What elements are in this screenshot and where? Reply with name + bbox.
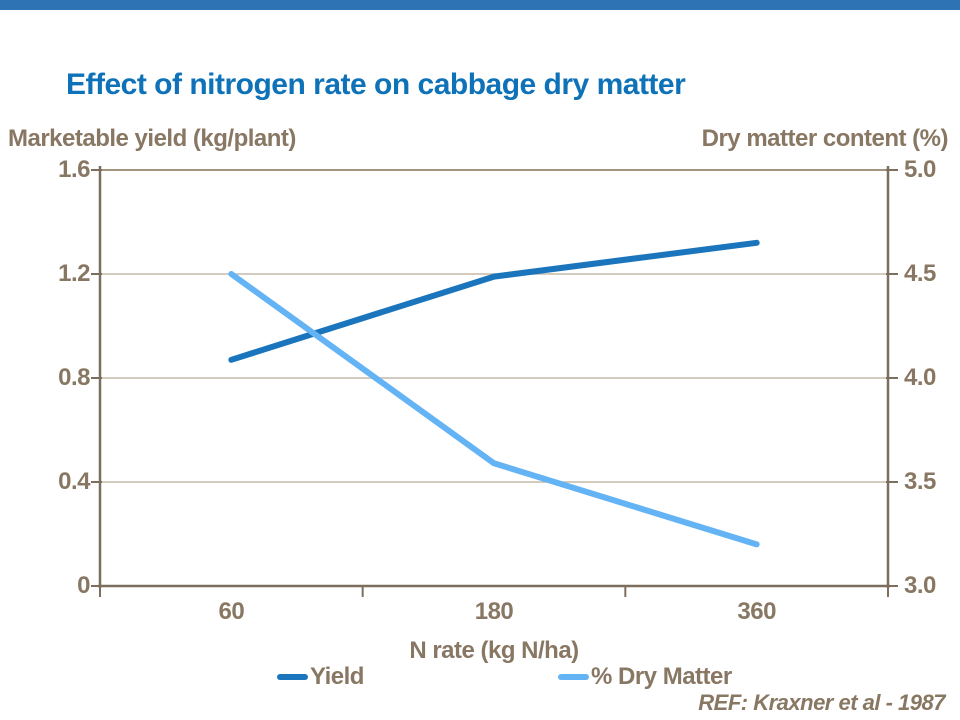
right-tick-label: 4.5 bbox=[904, 260, 936, 287]
left-axis-title: Marketable yield (kg/plant) bbox=[8, 125, 296, 152]
right-tick-label: 4.0 bbox=[904, 364, 936, 391]
legend-line-marker bbox=[277, 674, 308, 680]
right-tick-label: 3.5 bbox=[904, 468, 936, 495]
legend-label: % Dry Matter bbox=[591, 663, 732, 690]
left-tick-label: 0 bbox=[77, 572, 90, 599]
right-tick-label: 3.0 bbox=[904, 572, 936, 599]
top-accent-bar bbox=[0, 0, 960, 10]
right-axis-title: Dry matter content (%) bbox=[701, 125, 949, 152]
legend-line-marker bbox=[558, 674, 589, 680]
x-category-label: 360 bbox=[737, 598, 776, 625]
reference-citation: REF: Kraxner et al - 1987 bbox=[698, 690, 945, 715]
x-category-label: 60 bbox=[218, 598, 245, 625]
left-tick-label: 1.2 bbox=[58, 260, 90, 287]
x-axis-title: N rate (kg N/ha) bbox=[409, 637, 579, 664]
left-tick-label: 1.6 bbox=[58, 156, 90, 183]
chart-title: Effect of nitrogen rate on cabbage dry m… bbox=[66, 68, 686, 101]
x-category-label: 180 bbox=[474, 598, 514, 625]
right-tick-label: 5.0 bbox=[904, 156, 936, 183]
series-line--dry-matter bbox=[228, 271, 760, 548]
series-line-yield bbox=[228, 239, 760, 363]
legend-item: % Dry Matter bbox=[558, 663, 732, 691]
left-tick-label: 0.4 bbox=[58, 468, 90, 495]
legend-item: Yield bbox=[277, 663, 364, 691]
legend: Yield % Dry Matter bbox=[0, 663, 960, 691]
left-tick-label: 0.8 bbox=[58, 364, 90, 391]
legend-label: Yield bbox=[310, 663, 364, 690]
